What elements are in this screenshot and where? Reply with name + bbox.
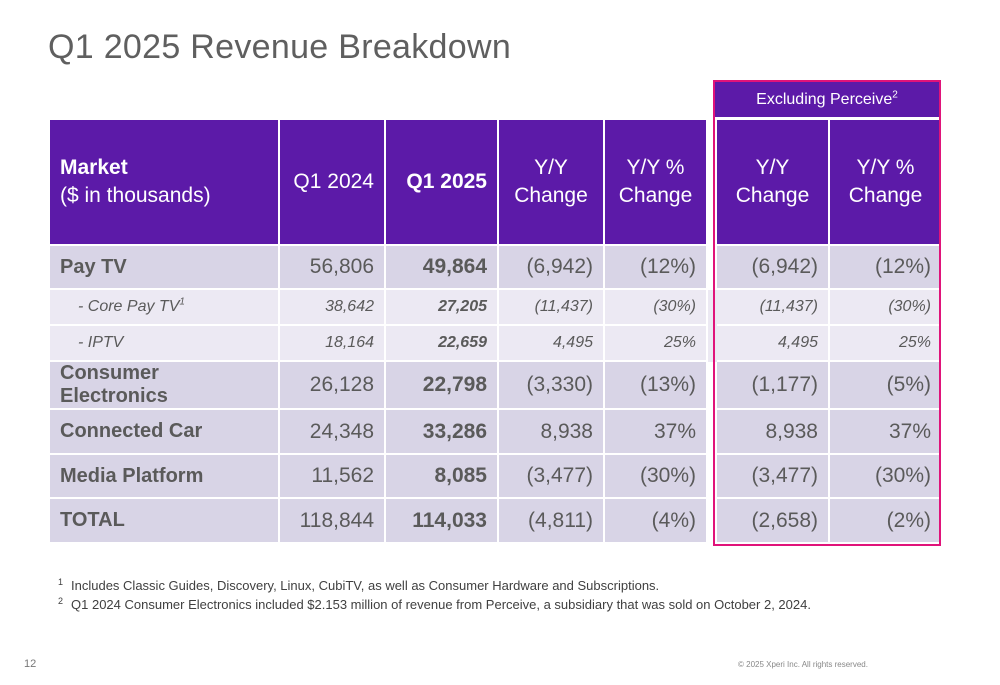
- table-row: - IPTV 18,164 22,659 4,495 25% 4,495 25%: [50, 326, 943, 362]
- table-row: - Core Pay TV1 38,642 27,205 (11,437) (3…: [50, 290, 943, 326]
- column-gap: [708, 246, 717, 290]
- header-yy-change: Y/Y Change: [499, 120, 605, 246]
- cell-yy-change: 4,495: [499, 326, 605, 362]
- cell-q1-2025: 114,033: [386, 499, 499, 544]
- cell-yy-change: (4,811): [499, 499, 605, 544]
- cell-q1-2024: 118,844: [280, 499, 386, 544]
- excluding-perceive-label: Excluding Perceive: [756, 91, 893, 108]
- cell-q1-2025: 8,085: [386, 455, 499, 499]
- cell-ex-change: (2,658): [717, 499, 830, 544]
- cell-q1-2024: 26,128: [280, 362, 386, 410]
- cell-q1-2024: 18,164: [280, 326, 386, 362]
- cell-ex-change: (3,477): [717, 455, 830, 499]
- footnotes: 1 Includes Classic Guides, Discovery, Lin…: [58, 576, 811, 614]
- column-gap: [708, 326, 717, 362]
- cell-ex-pct: (5%): [830, 362, 943, 410]
- header-q1-2024: Q1 2024: [280, 120, 386, 246]
- page-number: 12: [24, 658, 37, 670]
- row-market: TOTAL: [50, 499, 280, 544]
- column-gap: [708, 410, 717, 455]
- footnote: 1 Includes Classic Guides, Discovery, Lin…: [58, 576, 660, 593]
- cell-yy-pct: (4%): [605, 499, 708, 544]
- row-market: Connected Car: [50, 410, 280, 455]
- row-market: Pay TV: [50, 246, 280, 290]
- table-row: Media Platform 11,562 8,085 (3,477) (30%…: [50, 455, 943, 499]
- row-market: Media Platform: [50, 455, 280, 499]
- column-gap: [708, 120, 717, 246]
- row-market: - Core Pay TV1: [50, 290, 280, 326]
- footnote-ref-2: 2: [892, 89, 898, 101]
- cell-yy-change: 8,938: [499, 410, 605, 455]
- cell-ex-pct: (30%): [830, 455, 943, 499]
- table-header-row: Market ($ in thousands) Q1 2024 Q1 2025 Y…: [50, 120, 943, 246]
- cell-ex-change: (11,437): [717, 290, 830, 326]
- footnote: 2 Q1 2024 Consumer Electronics included $…: [58, 595, 811, 612]
- cell-yy-change: (3,477): [499, 455, 605, 499]
- revenue-table: Market ($ in thousands) Q1 2024 Q1 2025 Y…: [50, 120, 943, 544]
- cell-q1-2025: 22,798: [386, 362, 499, 410]
- cell-q1-2025: 22,659: [386, 326, 499, 362]
- cell-yy-pct: 25%: [605, 326, 708, 362]
- page-title: Q1 2025 Revenue Breakdown: [48, 28, 512, 66]
- cell-q1-2025: 27,205: [386, 290, 499, 326]
- header-ex-yy-change: Y/Y Change: [717, 120, 830, 246]
- cell-ex-pct: 37%: [830, 410, 943, 455]
- header-ex-yy-pct-change: Y/Y % Change: [830, 120, 943, 246]
- excluding-perceive-header: Excluding Perceive2: [715, 82, 939, 117]
- cell-yy-pct: (12%): [605, 246, 708, 290]
- cell-ex-pct: (12%): [830, 246, 943, 290]
- table-row: Pay TV 56,806 49,864 (6,942) (12%) (6,94…: [50, 246, 943, 290]
- cell-ex-pct: (2%): [830, 499, 943, 544]
- cell-ex-pct: 25%: [830, 326, 943, 362]
- cell-yy-change: (6,942): [499, 246, 605, 290]
- cell-yy-change: (3,330): [499, 362, 605, 410]
- cell-q1-2024: 11,562: [280, 455, 386, 499]
- cell-yy-pct: (13%): [605, 362, 708, 410]
- cell-ex-change: (1,177): [717, 362, 830, 410]
- header-q1-2025: Q1 2025: [386, 120, 499, 246]
- header-yy-pct-change: Y/Y % Change: [605, 120, 708, 246]
- cell-q1-2024: 24,348: [280, 410, 386, 455]
- header-market: Market ($ in thousands): [50, 120, 280, 246]
- cell-ex-pct: (30%): [830, 290, 943, 326]
- cell-yy-pct: (30%): [605, 290, 708, 326]
- cell-ex-change: 8,938: [717, 410, 830, 455]
- cell-ex-change: (6,942): [717, 246, 830, 290]
- cell-yy-change: (11,437): [499, 290, 605, 326]
- cell-q1-2025: 49,864: [386, 246, 499, 290]
- column-gap: [708, 499, 717, 544]
- table-row-total: TOTAL 118,844 114,033 (4,811) (4%) (2,65…: [50, 499, 943, 544]
- cell-q1-2025: 33,286: [386, 410, 499, 455]
- cell-yy-pct: (30%): [605, 455, 708, 499]
- table-row: Consumer Electronics 26,128 22,798 (3,33…: [50, 362, 943, 410]
- cell-q1-2024: 56,806: [280, 246, 386, 290]
- cell-q1-2024: 38,642: [280, 290, 386, 326]
- copyright: © 2025 Xperi Inc. All rights reserved.: [738, 660, 868, 669]
- cell-yy-pct: 37%: [605, 410, 708, 455]
- row-market: - IPTV: [50, 326, 280, 362]
- column-gap: [708, 290, 717, 326]
- cell-ex-change: 4,495: [717, 326, 830, 362]
- table-row: Connected Car 24,348 33,286 8,938 37% 8,…: [50, 410, 943, 455]
- column-gap: [708, 455, 717, 499]
- column-gap: [708, 362, 717, 410]
- row-market: Consumer Electronics: [50, 362, 280, 410]
